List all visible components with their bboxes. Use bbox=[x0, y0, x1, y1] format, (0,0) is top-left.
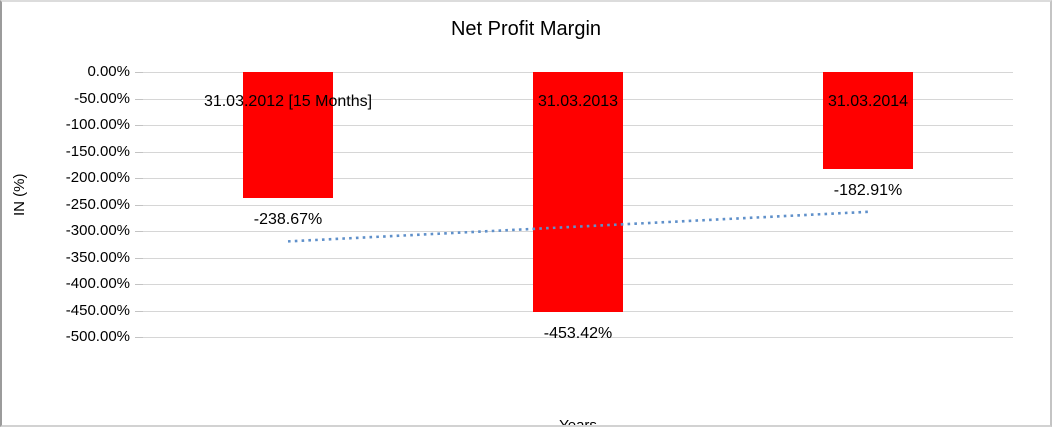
y-tick-label: 0.00% bbox=[87, 63, 130, 80]
y-tick-label: -350.00% bbox=[65, 249, 130, 266]
category-label: 31.03.2013 bbox=[537, 93, 619, 110]
category-label: 31.03.2014 bbox=[827, 93, 909, 110]
chart-title: Net Profit Margin bbox=[450, 18, 602, 40]
y-tick-label: -50.00% bbox=[74, 90, 130, 107]
y-tick-label: -400.00% bbox=[65, 275, 130, 292]
y-gridline bbox=[143, 337, 1013, 338]
category-label: 31.03.2012 [15 Months] bbox=[203, 93, 373, 110]
y-tick-mark bbox=[135, 178, 143, 179]
trendline bbox=[287, 210, 869, 243]
y-tick-mark bbox=[135, 125, 143, 126]
y-tick-label: -200.00% bbox=[65, 169, 130, 186]
y-tick-label: -250.00% bbox=[65, 196, 130, 213]
y-tick-mark bbox=[135, 311, 143, 312]
value-label: -453.42% bbox=[543, 325, 613, 342]
y-tick-label: -150.00% bbox=[65, 143, 130, 160]
value-label: -182.91% bbox=[833, 182, 903, 199]
y-axis-title: IN (%) bbox=[11, 173, 28, 217]
y-tick-label: -300.00% bbox=[65, 222, 130, 239]
value-label: -238.67% bbox=[253, 211, 323, 228]
bar-31.03.2012 [15 Months] bbox=[243, 72, 333, 198]
y-tick-label: -500.00% bbox=[65, 328, 130, 345]
y-tick-label: -100.00% bbox=[65, 116, 130, 133]
y-tick-mark bbox=[135, 337, 143, 338]
bar-31.03.2013 bbox=[533, 72, 623, 312]
x-axis-title: Years bbox=[559, 417, 597, 427]
y-tick-mark bbox=[135, 284, 143, 285]
y-tick-mark bbox=[135, 99, 143, 100]
y-tick-mark bbox=[135, 205, 143, 206]
y-tick-mark bbox=[135, 258, 143, 259]
y-tick-mark bbox=[135, 231, 143, 232]
y-tick-mark bbox=[135, 72, 143, 73]
y-tick-label: -450.00% bbox=[65, 302, 130, 319]
bar-31.03.2014 bbox=[823, 72, 913, 169]
plot-area: 31.03.2012 [15 Months] -238.67% 31.03.2013… bbox=[143, 72, 1013, 425]
y-tick-mark bbox=[135, 152, 143, 153]
